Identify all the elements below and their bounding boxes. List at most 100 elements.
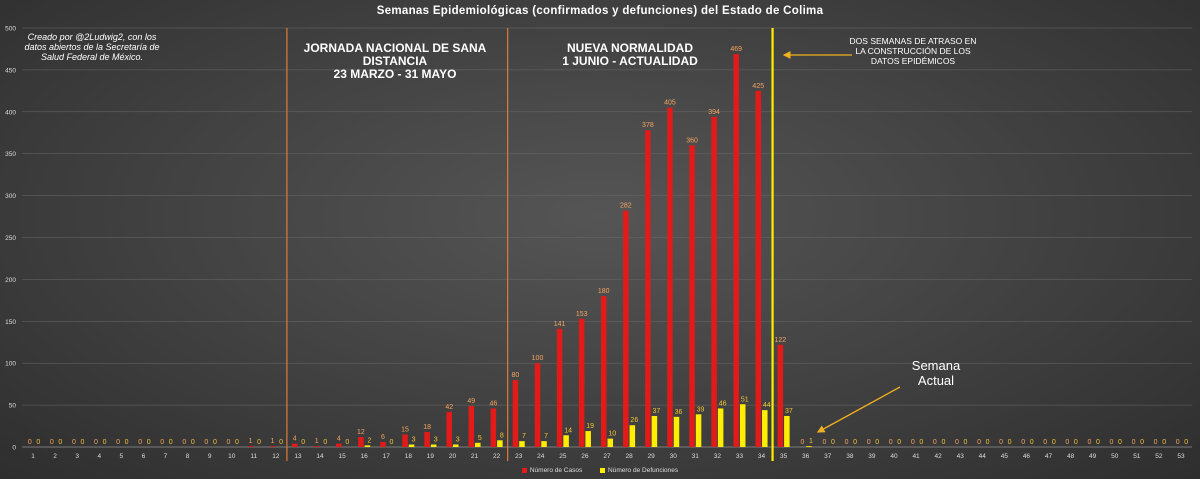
y-tick-label: 250 — [5, 235, 16, 242]
x-tick-label: 21 — [471, 453, 479, 460]
data-label-deaths: 51 — [741, 396, 749, 403]
data-label-cases: 0 — [72, 439, 76, 446]
x-tick-label: 20 — [449, 453, 457, 460]
phase1-line2: DISTANCIA — [362, 54, 428, 68]
data-label-cases: 0 — [204, 439, 208, 446]
y-tick-label: 300 — [5, 193, 16, 200]
data-label-cases: 153 — [576, 311, 588, 318]
data-label-deaths: 0 — [853, 439, 857, 446]
x-tick-label: 14 — [316, 453, 324, 460]
bar-deaths — [519, 441, 525, 447]
bar-cases — [314, 446, 320, 447]
data-label-deaths: 10 — [608, 431, 616, 438]
bar-cases — [711, 116, 717, 447]
data-label-deaths: 0 — [345, 439, 349, 446]
x-tick-label: 6 — [142, 453, 146, 460]
bar-deaths — [364, 445, 371, 447]
data-label-cases: 180 — [598, 288, 610, 295]
bar-cases — [358, 436, 364, 447]
data-label-cases: 12 — [357, 429, 365, 436]
x-tick-label: 22 — [493, 453, 501, 460]
x-tick-label: 11 — [250, 453, 257, 460]
bar-cases — [291, 443, 298, 447]
bar-deaths — [541, 441, 547, 447]
data-label-cases: 0 — [1110, 439, 1114, 446]
y-tick-label: 450 — [5, 67, 16, 74]
bar-deaths — [695, 414, 702, 447]
x-tick-label: 15 — [338, 453, 346, 460]
data-label-deaths: 37 — [785, 408, 793, 415]
data-label-deaths: 8 — [500, 432, 504, 439]
bar-cases — [689, 145, 695, 447]
data-label-deaths: 0 — [1184, 439, 1188, 446]
bar-deaths — [651, 415, 658, 447]
data-label-cases: 0 — [845, 439, 849, 446]
x-tick-label: 30 — [670, 453, 678, 460]
data-label-cases: 282 — [620, 203, 632, 210]
data-label-deaths: 0 — [36, 439, 40, 446]
bar-cases — [556, 328, 563, 447]
y-tick-label: 100 — [5, 361, 16, 368]
bar-cases — [424, 431, 430, 447]
data-label-deaths: 0 — [323, 439, 327, 446]
data-label-deaths: 0 — [1140, 439, 1144, 446]
bar-cases — [446, 411, 452, 447]
chart-title: Semanas Epidemiológicas (confirmados y d… — [376, 5, 824, 17]
data-label-deaths: 7 — [544, 433, 548, 440]
data-label-cases: 18 — [423, 424, 431, 431]
data-label-deaths: 2 — [367, 437, 371, 444]
y-tick-label: 500 — [5, 26, 16, 33]
data-label-deaths: 46 — [719, 400, 727, 407]
bar-deaths — [607, 438, 614, 447]
x-tick-label: 2 — [53, 453, 57, 460]
x-tick-label: 5 — [120, 453, 124, 460]
x-tick-label: 40 — [890, 453, 898, 460]
data-label-deaths: 14 — [564, 427, 572, 434]
data-label-cases: 0 — [227, 439, 231, 446]
data-label-cases: 122 — [775, 337, 787, 344]
phase1-line1: JORNADA NACIONAL DE SANA — [303, 41, 487, 55]
current-week-line2: Actual — [917, 373, 955, 388]
bar-deaths — [475, 442, 481, 447]
phase2-line1: NUEVA NORMALIDAD — [567, 41, 693, 55]
phase1-label: JORNADA NACIONAL DE SANA DISTANCIA 23 MA… — [290, 42, 500, 81]
data-label-cases: 0 — [1176, 439, 1180, 446]
data-label-cases: 6 — [381, 434, 385, 441]
data-label-deaths: 44 — [763, 402, 771, 409]
data-label-cases: 425 — [752, 83, 764, 90]
x-tick-label: 3 — [75, 453, 79, 460]
bar-deaths — [762, 410, 768, 447]
data-label-cases: 0 — [1021, 439, 1025, 446]
current-week-line1: Semana — [911, 358, 961, 373]
data-label-cases: 4 — [293, 436, 297, 443]
legend: Número de Casos Número de Defunciones — [0, 467, 1200, 474]
data-label-deaths: 0 — [875, 439, 879, 446]
data-label-cases: 0 — [1043, 439, 1047, 446]
bar-cases — [733, 53, 739, 448]
data-label-deaths: 0 — [941, 439, 945, 446]
bar-cases — [534, 363, 541, 447]
legend-swatch-cases — [521, 467, 527, 473]
x-tick-label: 8 — [186, 453, 190, 460]
data-label-cases: 0 — [116, 439, 120, 446]
bar-cases — [600, 296, 607, 447]
data-label-cases: 0 — [955, 439, 959, 446]
data-label-cases: 0 — [911, 439, 915, 446]
x-tick-label: 51 — [1133, 453, 1141, 460]
phase2-label: NUEVA NORMALIDAD 1 JUNIO - ACTUALIDAD — [540, 42, 720, 68]
bar-cases — [512, 379, 519, 447]
bar-deaths — [673, 416, 680, 447]
bar-cases — [247, 446, 254, 447]
data-label-deaths: 0 — [897, 439, 901, 446]
data-label-deaths: 3 — [412, 436, 416, 443]
data-label-deaths: 3 — [456, 436, 460, 443]
y-tick-label: 200 — [5, 277, 16, 284]
bar-deaths — [563, 435, 569, 447]
x-tick-label: 32 — [714, 453, 722, 460]
data-label-deaths: 37 — [653, 408, 661, 415]
data-label-deaths: 0 — [257, 439, 261, 446]
x-tick-label: 18 — [405, 453, 413, 460]
data-label-deaths: 0 — [1052, 439, 1056, 446]
